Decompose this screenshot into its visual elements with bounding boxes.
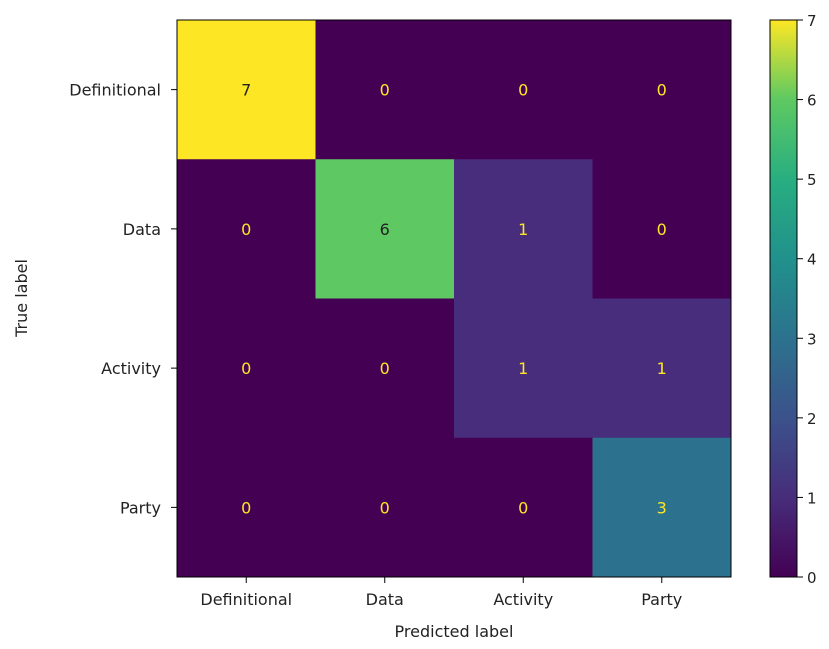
heatmap-cell-r3-c0 (177, 437, 316, 578)
cell-value-r1-c0: 0 (241, 220, 251, 239)
x-tick-label-0: Definitional (200, 590, 292, 609)
heatmap-axes: Definitional Data Activity Party Definitiona… (69, 19, 732, 609)
heatmap-cell-r3-c2 (454, 437, 593, 578)
colorbar: 0 1 2 3 4 5 6 7 (769, 12, 817, 587)
cell-value-r0-c2: 0 (518, 81, 528, 100)
heatmap-cell-r1-c1 (315, 159, 455, 299)
y-tick-label-0: Definitional (69, 81, 161, 100)
heatmap-cell-r0-c0 (177, 20, 316, 160)
cell-value-r3-c2: 0 (518, 498, 528, 517)
cell-value-r3-c3: 3 (657, 498, 667, 517)
plot-frame (176, 19, 732, 578)
colorbar-tick-label-6: 6 (807, 92, 817, 110)
y-axis-label: True label (12, 259, 31, 338)
colorbar-tick-label-5: 5 (807, 171, 817, 189)
x-tick-label-2: Activity (493, 590, 553, 609)
heatmap-cell-r1-c3 (592, 159, 732, 299)
heatmap-cell-r3-c1 (315, 437, 455, 578)
heatmap-cell-r1-c0 (177, 159, 316, 299)
colorbar-tick-label-4: 4 (807, 251, 817, 269)
heatmap-cell-labels: 7 0 0 0 0 6 1 0 0 0 1 1 0 0 0 3 (241, 81, 667, 518)
heatmap-cell-r2-c1 (315, 298, 455, 439)
y-tick-label-2: Activity (101, 359, 161, 378)
colorbar-tick-label-3: 3 (807, 330, 817, 348)
y-tick-label-1: Data (123, 220, 161, 239)
colorbar-tick-label-2: 2 (807, 410, 817, 428)
heatmap-cell-r1-c2 (454, 159, 593, 299)
heatmap-cells (177, 20, 732, 578)
cell-value-r1-c2: 1 (518, 220, 528, 239)
cell-value-r2-c1: 0 (380, 359, 390, 378)
heatmap-cell-r0-c2 (454, 20, 593, 160)
heatmap-cell-r2-c2 (454, 298, 593, 439)
cell-value-r0-c1: 0 (380, 81, 390, 100)
heatmap-cell-r3-c3 (592, 437, 732, 578)
colorbar-tick-label-7: 7 (807, 12, 817, 30)
cell-value-r1-c1: 6 (380, 220, 390, 239)
cell-value-r2-c3: 1 (657, 359, 667, 378)
x-tick-label-3: Party (641, 590, 682, 609)
cell-value-r2-c2: 1 (518, 359, 528, 378)
x-tick-label-1: Data (366, 590, 404, 609)
heatmap-cell-r0-c3 (592, 20, 732, 160)
cell-value-r0-c3: 0 (657, 81, 667, 100)
heatmap-cell-r0-c1 (315, 20, 455, 160)
heatmap-cell-r2-c0 (177, 298, 316, 439)
colorbar-tick-label-1: 1 (807, 489, 817, 507)
cell-value-r3-c0: 0 (241, 498, 251, 517)
cell-value-r1-c3: 0 (657, 220, 667, 239)
colorbar-tick-label-0: 0 (807, 569, 817, 587)
cell-value-r2-c0: 0 (241, 359, 251, 378)
cell-value-r0-c0: 7 (241, 81, 251, 100)
colorbar-gradient (769, 19, 798, 578)
y-tick-label-3: Party (120, 498, 161, 517)
x-axis-label: Predicted label (395, 622, 514, 641)
heatmap-cell-r2-c3 (592, 298, 732, 439)
cell-value-r3-c1: 0 (380, 498, 390, 517)
